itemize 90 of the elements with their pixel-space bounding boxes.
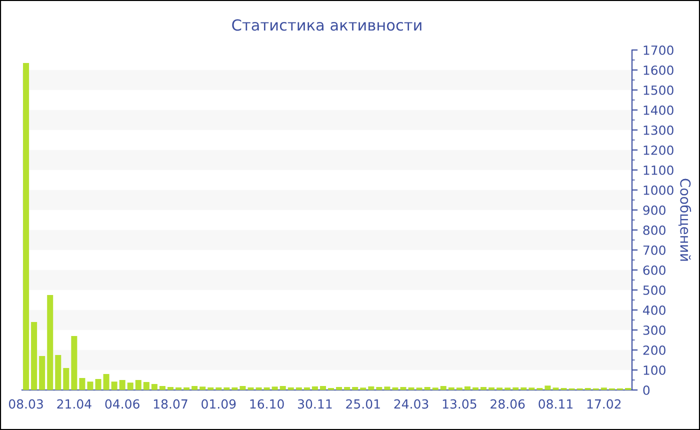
bar [200,386,206,390]
x-tick-label: 24.03 [394,399,428,409]
bar [184,387,190,390]
y-tick-label: 600 [643,265,666,275]
bar [63,368,70,390]
bar [119,380,126,390]
y-tick-label: 200 [643,345,666,355]
bar [520,387,527,390]
bar [111,382,118,390]
bar [448,387,454,390]
y-tick-label: 300 [643,325,666,335]
bar [143,382,150,390]
y-axis-title: Сообщений [678,178,692,261]
bar [159,386,166,390]
bar [127,382,134,390]
bar [23,63,30,390]
bar [79,378,86,390]
bar [232,387,238,390]
bar [320,386,326,390]
x-tick-label: 08.03 [8,399,43,409]
x-tick-label: 30.11 [298,399,332,409]
bar [176,387,182,390]
x-tick-label: 08.11 [538,399,572,409]
bar [224,387,230,390]
y-tick-label: 400 [643,305,666,315]
x-tick-label: 21.04 [57,399,92,409]
y-tick-label: 1400 [644,105,674,115]
bar [392,387,398,390]
x-tick-label: 18.07 [154,399,188,409]
chart-title: Статистика активности [232,19,422,31]
bar [87,382,94,390]
bar [472,387,478,390]
y-tick-label: 900 [643,205,666,215]
bar [368,386,374,390]
y-tick-label: 1200 [644,145,674,155]
bar [39,356,46,390]
x-tick-label: 04.06 [105,399,140,409]
bar [376,387,382,390]
x-tick-label: 25.01 [346,399,380,409]
bar [135,380,142,390]
y-tick-label: 1700 [644,45,674,55]
bar [544,386,551,390]
bar [47,295,54,390]
bar [103,374,110,390]
y-tick-label: 500 [643,285,666,295]
bar [512,387,519,390]
x-tick-label: 16.10 [250,399,284,409]
bar [240,386,246,390]
y-tick-label: 100 [644,365,666,375]
bar [400,387,406,390]
bar [344,387,350,390]
y-tick-label: 1100 [644,165,674,175]
bar [256,387,262,390]
y-tick-label: 0 [643,385,650,395]
bar [55,355,62,390]
bar [296,387,302,390]
bar [336,387,342,390]
x-tick-label: 13.05 [442,399,476,409]
bar [95,379,102,390]
bar [31,322,38,390]
bar [208,387,214,390]
bar [192,386,198,390]
bar [71,336,78,390]
y-tick-label: 1600 [644,65,674,75]
x-tick-label: 01.09 [202,399,236,409]
bar [272,386,278,390]
y-tick-label: 1500 [644,85,674,95]
bar [280,386,286,390]
bar [151,384,158,390]
bar [216,387,222,390]
bar [248,387,254,390]
bar [480,387,487,390]
bar [288,387,294,390]
bar [264,387,270,390]
bar [440,386,446,390]
bar [312,386,318,390]
bar [384,386,390,390]
y-tick-label: 700 [643,245,666,255]
bar [167,387,174,390]
bar [408,387,414,390]
bar [464,386,470,390]
y-tick-label: 800 [643,225,666,235]
y-tick-label: 1000 [644,185,674,195]
bar [304,387,310,390]
x-tick-label: 17.02 [587,399,621,409]
y-tick-label: 1300 [644,125,674,135]
x-tick-label: 28.06 [490,399,525,409]
bar [488,387,495,390]
bar [352,387,358,390]
bar [424,387,430,390]
